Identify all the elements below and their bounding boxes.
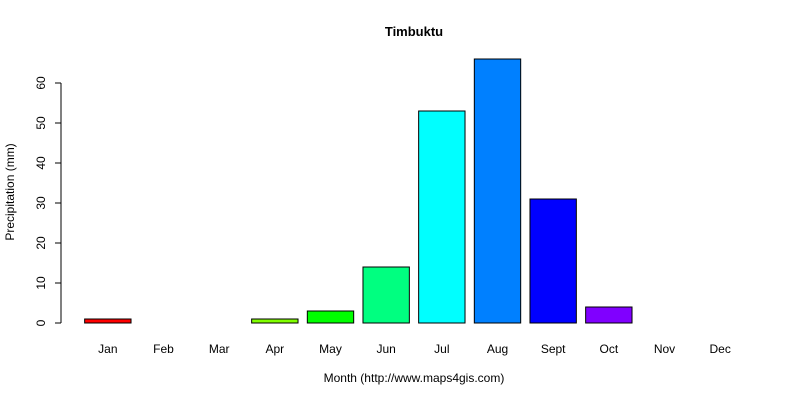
- bar-jun: [362, 266, 410, 324]
- x-tick-label-feb: Feb: [153, 342, 174, 356]
- x-tick-label-may: May: [319, 342, 342, 356]
- bar-jan: [84, 318, 132, 324]
- y-tick-label: 20: [34, 236, 48, 250]
- bar-oct: [585, 306, 633, 324]
- x-tick-label-dec: Dec: [709, 342, 730, 356]
- x-tick-label-jul: Jul: [434, 342, 449, 356]
- y-axis-label: Precipitation (mm): [3, 143, 17, 240]
- x-tick-label-nov: Nov: [654, 342, 675, 356]
- bar-sept: [529, 198, 577, 324]
- x-tick-label-apr: Apr: [265, 342, 284, 356]
- y-tick-label: 10: [34, 276, 48, 290]
- y-tick-label: 40: [34, 156, 48, 170]
- bar-aug: [473, 58, 522, 324]
- x-tick-labels: Jan Feb Mar Apr May Jun Jul Aug Sept Oct Nov Dec: [98, 342, 731, 356]
- bars-group: [84, 58, 633, 324]
- x-tick-label-aug: Aug: [487, 342, 508, 356]
- y-tick-label: 60: [34, 76, 48, 90]
- y-tick-label: 30: [34, 196, 48, 210]
- x-tick-label-jan: Jan: [98, 342, 117, 356]
- x-tick-label-jun: Jun: [376, 342, 395, 356]
- bar-may: [306, 310, 355, 324]
- y-axis: 0 10 20 30 40 50 60: [34, 76, 62, 326]
- bar-apr: [251, 318, 299, 324]
- y-tick-label: 50: [34, 116, 48, 130]
- x-tick-label-sept: Sept: [541, 342, 566, 356]
- x-axis-label: Month (http://www.maps4gis.com): [324, 371, 505, 385]
- bar-jul: [418, 110, 466, 324]
- x-tick-label-mar: Mar: [209, 342, 230, 356]
- chart-title: Timbuktu: [385, 24, 443, 39]
- x-tick-label-oct: Oct: [599, 342, 618, 356]
- y-tick-label: 0: [34, 319, 48, 326]
